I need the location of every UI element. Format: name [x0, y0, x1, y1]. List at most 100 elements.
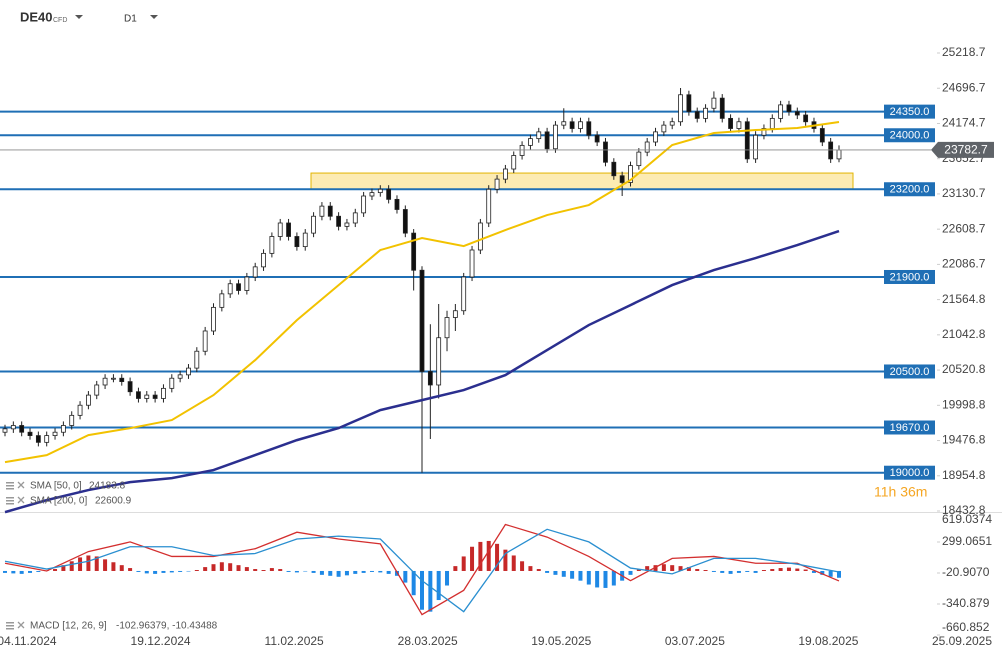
level-label-box — [884, 128, 935, 143]
candle-body — [644, 141, 650, 153]
y-tick-label: 19476.8 — [942, 433, 986, 447]
candle-body — [711, 97, 717, 109]
candle-body — [502, 168, 508, 180]
histogram-bar — [386, 570, 391, 574]
y-tick-label: 299.0651 — [942, 534, 992, 548]
histogram-bar — [178, 570, 183, 572]
y-tick-label: -20.9070 — [942, 565, 990, 579]
histogram-bar — [478, 541, 483, 571]
histogram-bar — [786, 567, 791, 571]
candle-body — [411, 232, 417, 271]
histogram-bar — [720, 570, 725, 573]
level-label-box — [884, 269, 935, 284]
candle-body — [336, 215, 342, 227]
timer: 11h 36m — [874, 484, 927, 500]
histogram-bar — [253, 569, 258, 571]
candle-body — [536, 131, 542, 140]
candle-body — [144, 394, 150, 399]
candle-body — [169, 377, 175, 389]
histogram-bar — [686, 567, 691, 571]
histogram-bar — [528, 566, 533, 571]
symbol-kind: CFD — [53, 17, 67, 24]
histogram-bar — [344, 570, 349, 576]
histogram-bar — [536, 569, 541, 571]
histogram-bar — [3, 570, 7, 573]
symbol[interactable]: DE40 — [20, 9, 53, 24]
candle-body — [60, 425, 66, 433]
histogram-bar — [278, 569, 283, 571]
candle-body — [719, 97, 725, 119]
candle-body — [10, 425, 16, 430]
histogram-bar — [378, 570, 383, 573]
level-label: 19000.0 — [890, 467, 930, 479]
histogram-bar — [353, 570, 358, 574]
histogram-bar — [736, 570, 741, 573]
histogram-bar — [611, 570, 616, 586]
level-label-box — [884, 364, 935, 379]
histogram-bar — [837, 570, 841, 578]
candle-body — [753, 134, 758, 160]
histogram-bar — [586, 570, 591, 585]
current-price-label: 23782.7 — [944, 143, 988, 157]
histogram-bar — [420, 570, 424, 610]
histogram-bar — [595, 570, 600, 588]
histogram-bar — [203, 567, 208, 571]
candle-body — [27, 431, 33, 436]
x-tick-label: 19.05.2025 — [531, 634, 591, 648]
histogram-bar — [470, 546, 475, 571]
histogram-bar — [520, 561, 525, 571]
candle-body — [653, 131, 658, 143]
candle-body — [136, 391, 141, 399]
candle-body — [427, 371, 433, 386]
candle-body — [586, 121, 592, 136]
macd-label: MACD [12, 26, 9] — [30, 621, 107, 632]
histogram-bar — [753, 570, 758, 573]
candle-body — [277, 222, 283, 237]
candle-body — [261, 252, 266, 268]
candle-body — [769, 117, 775, 129]
candle-body — [436, 337, 442, 386]
y-tick-label: 22086.7 — [942, 257, 986, 271]
timeframe[interactable]: D1 — [124, 14, 137, 25]
candle-body — [186, 367, 191, 376]
candle-body — [569, 121, 575, 129]
legend-value: 22600.9 — [95, 496, 132, 507]
histogram-bar — [411, 570, 416, 596]
candle-body — [628, 165, 633, 183]
histogram-bar — [703, 570, 708, 571]
level-label: 24350.0 — [890, 106, 930, 118]
histogram-bar — [503, 549, 508, 571]
level-label-box — [884, 104, 935, 119]
legend-icons — [6, 481, 25, 630]
x-tick-label: 19.08.2025 — [798, 634, 858, 648]
histogram-bar — [453, 566, 458, 571]
histogram-bar — [653, 565, 658, 571]
candle-body — [419, 269, 425, 372]
dropdown-arrow[interactable] — [150, 15, 158, 19]
candle-body — [86, 394, 91, 406]
histogram-bar — [811, 570, 816, 573]
x-tick-label: 04.11.2024 — [0, 634, 57, 648]
candle-body — [161, 387, 166, 399]
candle-body — [244, 276, 250, 291]
histogram-bar — [186, 570, 191, 572]
level-label: 20500.0 — [890, 366, 930, 378]
histogram-bar — [545, 570, 550, 573]
x-tick-label: 25.09.2025 — [932, 634, 992, 648]
candle-body — [486, 188, 492, 224]
legend-value: 24183.8 — [89, 481, 126, 492]
dropdown-arrow[interactable] — [75, 15, 83, 19]
histogram-bar — [678, 566, 683, 571]
histogram-bar — [153, 570, 158, 574]
histogram-bar — [294, 570, 299, 573]
histogram-bar — [194, 570, 199, 571]
candle-body — [778, 104, 784, 119]
histogram-bar — [570, 570, 575, 579]
candle-body — [519, 144, 525, 156]
histogram-bar — [745, 570, 750, 572]
candle-body — [152, 394, 158, 399]
histogram-bar — [311, 570, 316, 573]
histogram-bar — [94, 556, 99, 571]
histogram-bar — [144, 570, 149, 574]
